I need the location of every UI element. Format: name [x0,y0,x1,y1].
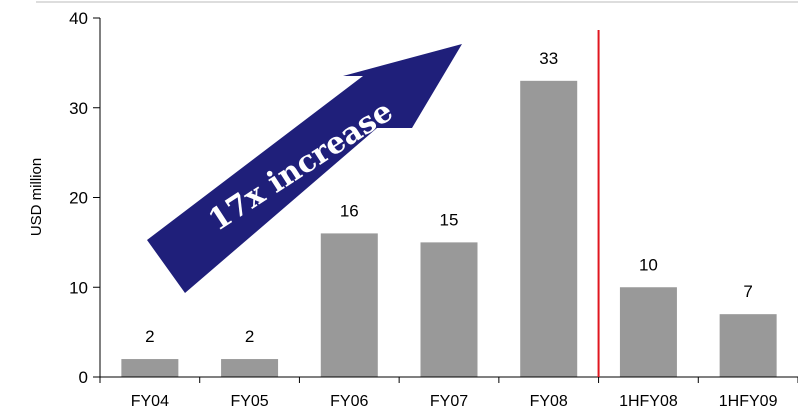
bars-layer [121,80,777,377]
x-tick-label-1hfy09: 1HFY09 [719,393,778,410]
bar-fy07 [420,242,478,377]
increase-arrow: 17x increase [147,44,462,293]
bar-fy08 [520,80,578,377]
bar-1hfy08 [619,287,677,377]
x-ticks-layer: FY04 FY05 FY06 FY07 FY08 1HFY08 1HFY09 [99,377,798,410]
x-tick-label-fy06: FY06 [330,393,368,410]
y-tick-label: 20 [69,189,88,208]
x-tick-label-1hfy08: 1HFY08 [619,393,678,410]
data-label-fy08: 33 [539,49,558,68]
data-label-fy06: 16 [340,201,359,220]
y-tick-label: 40 [69,9,88,28]
bar-fy05 [221,359,279,377]
bar-fy06 [320,233,378,377]
bar-fy04 [121,359,179,377]
x-tick-label-fy07: FY07 [430,393,468,410]
data-label-fy05: 2 [245,327,254,346]
y-tick-label: 30 [69,99,88,118]
data-label-1hfy08: 10 [639,255,658,274]
y-axis-title: USD million [28,158,45,236]
bar-1hfy09 [719,314,777,377]
arrow-label: 17x increase [202,94,399,239]
data-label-fy07: 15 [440,210,459,229]
arrow-shape [147,44,462,293]
x-tick-label-fy04: FY04 [131,393,169,410]
y-ticks-layer: 0 10 20 30 40 [69,9,100,387]
data-label-fy04: 2 [145,327,154,346]
y-tick-label: 0 [79,368,88,387]
x-tick-label-fy08: FY08 [530,393,568,410]
data-label-1hfy09: 7 [743,282,752,301]
x-tick-label-fy05: FY05 [230,393,268,410]
data-labels-layer: 2 2 16 15 33 10 7 [145,49,753,346]
y-tick-label: 10 [69,278,88,297]
